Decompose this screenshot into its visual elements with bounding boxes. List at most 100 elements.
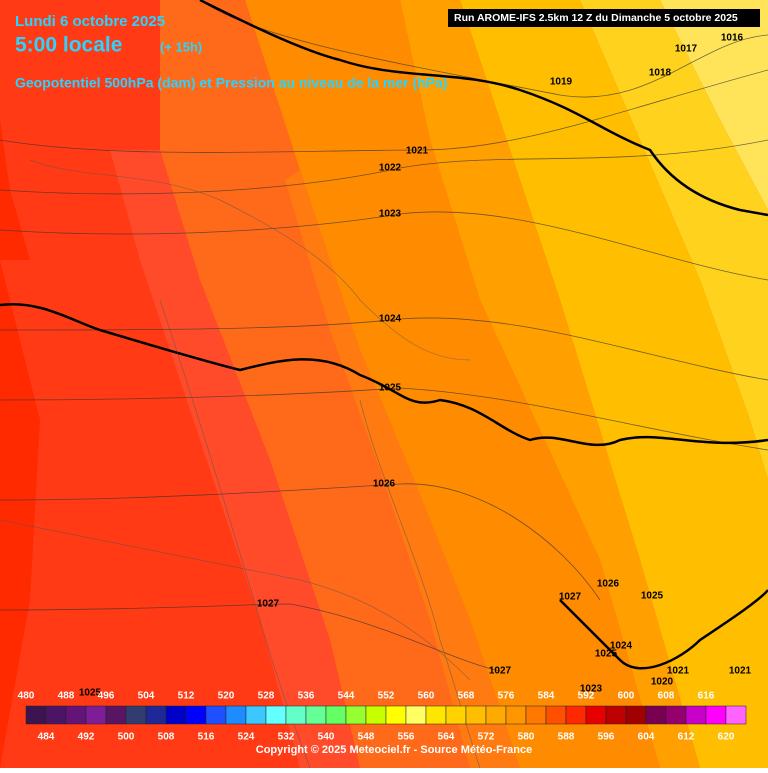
legend-label: 596 — [598, 732, 615, 743]
pressure-label: 1021 — [406, 146, 429, 157]
pressure-label: 1021 — [729, 666, 752, 677]
pressure-label: 1019 — [550, 77, 573, 88]
pressure-label: 1022 — [379, 163, 402, 174]
run-info: Run AROME-IFS 2.5km 12 Z du Dimanche 5 o… — [454, 12, 738, 24]
region-border — [159, 299, 311, 769]
band — [110, 150, 360, 768]
border — [559, 589, 768, 670]
legend-swatch — [105, 705, 127, 725]
isobar — [0, 483, 601, 601]
run-box — [448, 9, 760, 27]
region-border — [0, 519, 471, 681]
legend-label: 576 — [498, 691, 515, 702]
isobar — [199, 0, 768, 98]
legend-swatch — [305, 705, 327, 725]
legend-label: 620 — [718, 732, 735, 743]
legend-label: 512 — [178, 691, 195, 702]
legend-swatch — [565, 705, 587, 725]
pressure-label: 1027 — [489, 666, 512, 677]
legend-swatch — [65, 705, 87, 725]
legend-swatch — [725, 705, 747, 725]
band — [245, 0, 660, 768]
legend-swatch — [265, 705, 287, 725]
border — [0, 302, 768, 447]
pressure-label: 1020 — [651, 677, 674, 688]
legend-label: 588 — [558, 732, 575, 743]
pressure-label: 1016 — [721, 33, 744, 44]
pressure-label: 1017 — [675, 44, 698, 55]
date: Lundi 6 octobre 2025 — [15, 13, 165, 30]
legend-swatch — [345, 705, 367, 725]
legend-swatch — [665, 705, 687, 725]
legend-label: 544 — [338, 691, 355, 702]
legend-label: 536 — [298, 691, 315, 702]
legend-label: 568 — [458, 691, 475, 702]
lead-time: (+ 15h) — [160, 39, 202, 54]
pressure-label: 1024 — [610, 641, 633, 652]
legend-label: 552 — [378, 691, 395, 702]
legend-label: 580 — [518, 732, 535, 743]
legend-swatch — [25, 705, 47, 725]
legend-label: 528 — [258, 691, 275, 702]
legend-label: 564 — [438, 732, 455, 743]
legend-label: 548 — [358, 732, 375, 743]
legend-swatch — [285, 705, 307, 725]
pressure-label: 1026 — [597, 579, 620, 590]
legend-swatch — [205, 705, 227, 725]
legend-swatch — [365, 705, 387, 725]
legend-swatch — [705, 705, 727, 725]
pressure-label: 1025 — [379, 383, 402, 394]
legend-label: 608 — [658, 691, 675, 702]
legend-swatch — [225, 705, 247, 725]
legend-label: 616 — [698, 691, 715, 702]
pressure-label: 1025 — [595, 649, 618, 660]
legend-label: 500 — [118, 732, 135, 743]
legend-swatch — [185, 705, 207, 725]
legend-label: 584 — [538, 691, 555, 702]
legend-swatch — [645, 705, 667, 725]
legend-swatch — [605, 705, 627, 725]
legend-label: 604 — [638, 732, 655, 743]
pressure-labels: 1016101710181019102110221023102410251026… — [79, 33, 752, 699]
legend-label: 600 — [618, 691, 635, 702]
legend-label: 572 — [478, 732, 495, 743]
pressure-label: 1023 — [379, 209, 402, 220]
legend-swatch — [45, 705, 67, 725]
legend-swatch — [445, 705, 467, 725]
legend-label: 492 — [78, 732, 95, 743]
band — [0, 260, 40, 768]
copyright: Copyright © 2025 Meteociel.fr - Source M… — [256, 744, 532, 756]
legend-swatch — [545, 705, 567, 725]
band — [660, 0, 768, 210]
legend-swatch — [245, 705, 267, 725]
legend-swatch — [125, 705, 147, 725]
subtitle: Geopotentiel 500hPa (dam) et Pression au… — [15, 75, 448, 91]
legend-label: 540 — [318, 732, 335, 743]
legend-swatch — [405, 705, 427, 725]
legend-label: 488 — [58, 691, 75, 702]
legend-swatch — [685, 705, 707, 725]
legend-label: 504 — [138, 691, 155, 702]
country-borders — [0, 0, 768, 670]
isobar — [0, 317, 768, 381]
isobar — [0, 211, 768, 281]
isobar — [0, 603, 501, 672]
legend-label: 524 — [238, 732, 255, 743]
legend-swatch — [485, 705, 507, 725]
valid-time: 5:00 locale — [15, 34, 122, 57]
region-border — [29, 159, 471, 361]
isobar — [0, 139, 768, 195]
pressure-label: 1027 — [257, 599, 280, 610]
legend-label: 508 — [158, 732, 175, 743]
border — [199, 0, 768, 217]
legend-swatch — [145, 705, 167, 725]
region-borders — [0, 159, 481, 769]
legend-swatch — [525, 705, 547, 725]
legend-label: 480 — [18, 691, 35, 702]
band — [460, 0, 768, 768]
legend-label: 532 — [278, 732, 295, 743]
isobar — [0, 69, 768, 153]
legend-swatch — [385, 705, 407, 725]
